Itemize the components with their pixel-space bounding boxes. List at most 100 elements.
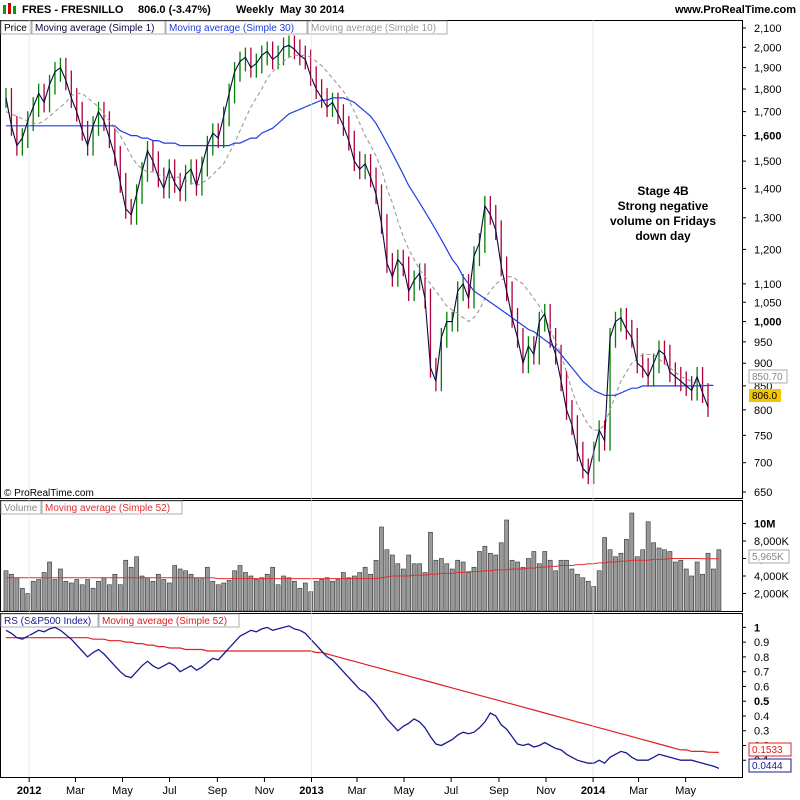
volume-bar	[553, 570, 558, 612]
chart-header: FRES - FRESNILLO 806.0 (-3.47%) Weekly M…	[3, 3, 796, 16]
volume-bar	[711, 568, 716, 612]
volume-bar	[128, 566, 134, 612]
volume-bar	[656, 547, 662, 612]
logo-icon	[3, 3, 16, 14]
volume-bar	[634, 556, 640, 612]
volume-ma-badge: 5,965K	[752, 552, 784, 563]
volume-bar	[624, 538, 629, 612]
volume-bar	[248, 575, 254, 612]
volume-bar	[25, 593, 31, 612]
volume-bar	[673, 561, 678, 612]
price-tick-label: 1,700	[754, 107, 782, 119]
annotation-line-3: volume on Fridays	[610, 214, 716, 228]
price-moving-averages	[5, 44, 714, 476]
volume-bar	[645, 521, 651, 612]
volume-bar	[629, 512, 635, 612]
volume-bar	[117, 584, 123, 612]
volume-bar	[558, 559, 564, 612]
rs-tick-label: 0.4	[754, 711, 769, 723]
volume-bar	[515, 561, 520, 612]
time-x-axis: 2012 Mar May Jul Sep Nov 2013 Mar May Jul Sep Nov 20…	[17, 20, 697, 797]
volume-bar	[68, 582, 74, 612]
volume-bar	[591, 586, 597, 612]
volume-bar	[580, 577, 586, 612]
legend-rs-ma52: Moving average (Simple 52)	[102, 616, 227, 627]
volume-bar	[411, 563, 417, 612]
volume-bar	[215, 584, 221, 612]
volume-bar	[373, 559, 379, 612]
volume-bar	[449, 568, 455, 612]
volume-bar	[526, 558, 531, 612]
volume-badges: 5,965K	[748, 549, 790, 564]
rs-tick-label: 0.9	[754, 637, 769, 649]
volume-bar	[183, 570, 188, 612]
volume-bar	[302, 582, 308, 612]
price-tick-label: 700	[754, 458, 772, 470]
volume-bar	[596, 570, 602, 612]
volume-bar	[509, 559, 515, 612]
price-tick-label: 1,400	[754, 183, 782, 195]
price-bars	[5, 35, 709, 485]
price-panel-frame	[0, 20, 743, 499]
date-label: May 30 2014	[280, 4, 345, 16]
price-tick-label: 800	[754, 405, 772, 417]
volume-bar	[297, 587, 303, 612]
volume-bar	[640, 549, 646, 612]
volume-bar	[477, 551, 482, 612]
volume-bar	[270, 566, 275, 612]
volume-bar	[36, 579, 41, 612]
volume-tick-label: 4,000K	[754, 571, 790, 583]
volume-bar	[482, 545, 488, 612]
volume-bar	[536, 563, 542, 612]
ma10-line	[5, 54, 709, 431]
volume-bar	[150, 580, 156, 612]
volume-bar	[439, 558, 444, 612]
symbol-title: FRES - FRESNILLO	[22, 4, 124, 16]
price-tick-label: 750	[754, 430, 772, 442]
price-tick-label: 900	[754, 358, 772, 370]
rs-tick-label: 0.7	[754, 667, 769, 679]
volume-bar	[161, 579, 167, 612]
volume-ma-line	[6, 558, 719, 580]
volume-bar	[79, 584, 85, 612]
volume-bar	[112, 573, 118, 612]
volume-bar	[520, 566, 526, 612]
legend-ma1: Moving average (Simple 1)	[35, 23, 155, 34]
price-tick-label: 1,800	[754, 84, 782, 96]
volume-bar	[107, 584, 112, 612]
volume-bar	[700, 573, 705, 612]
volume-bar	[172, 565, 178, 612]
period-label: Weekly	[236, 4, 275, 16]
volume-bar	[444, 563, 450, 612]
ma10-badge: 850.70	[752, 372, 783, 383]
volume-bar	[232, 570, 237, 612]
volume-bar	[286, 577, 292, 612]
volume-tick-label: 10M	[754, 519, 775, 531]
volume-bar	[96, 580, 101, 612]
x-tick-label: 2013	[299, 785, 323, 797]
volume-bar	[226, 580, 232, 612]
site-label[interactable]: www.ProRealTime.com	[674, 4, 796, 16]
volume-bar	[275, 584, 281, 612]
volume-bar	[134, 556, 139, 612]
x-tick-label: May	[394, 785, 415, 797]
price-tick-label: 2,000	[754, 42, 782, 54]
volume-bar	[19, 587, 25, 612]
volume-bar	[417, 563, 422, 612]
rs-tick-label: 0.5	[754, 696, 769, 708]
volume-bar	[237, 565, 243, 612]
volume-bar	[716, 549, 722, 612]
volume-bar	[101, 577, 107, 612]
legend-volume: Volume	[4, 503, 38, 514]
volume-bar	[3, 570, 9, 612]
volume-bar	[498, 542, 504, 612]
rs-badge: 0.0444	[752, 761, 783, 772]
price-tick-label: 1,000	[754, 317, 782, 329]
volume-bar	[330, 580, 335, 612]
annotation-line-2: Strong negative	[618, 199, 709, 213]
volume-bar	[542, 551, 548, 612]
last-price-badge: 806.0	[752, 391, 777, 402]
price-legend: Price Moving average (Simple 1) Moving a…	[0, 20, 448, 35]
x-tick-label: 2012	[17, 785, 41, 797]
